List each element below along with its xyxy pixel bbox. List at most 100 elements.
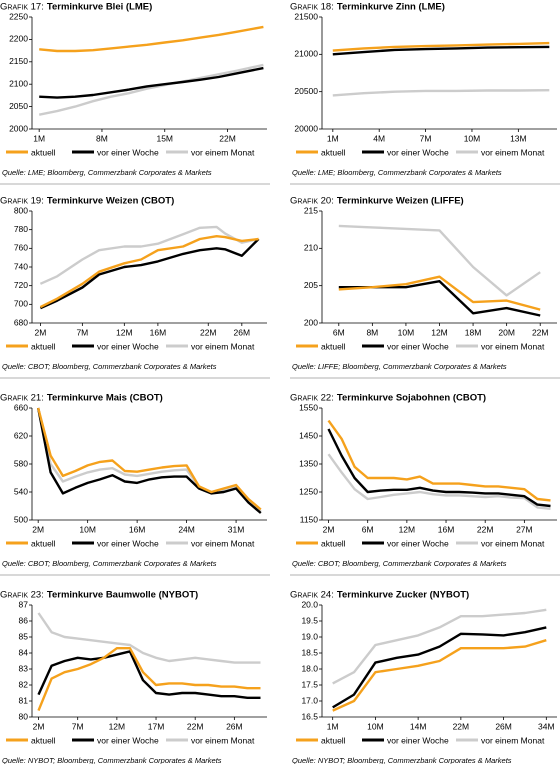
legend-label: vor einem Monat [481, 341, 545, 351]
x-tick-label: 16M [129, 524, 146, 534]
series-line [332, 639, 547, 712]
y-tick-label: 2100 [9, 78, 28, 88]
y-tick-label: 720 [14, 280, 28, 290]
chart-label: Grafik 24: [290, 590, 334, 601]
x-tick-label: 26M [226, 721, 243, 731]
chart-panel: Grafik 18: Terminkurve Zinn (LME) 1M 4M 7M 10… [290, 2, 560, 185]
x-tick-label: 12M [116, 327, 133, 337]
x-tick-label: 6M [362, 524, 374, 534]
y-tick-label: 84 [19, 647, 29, 657]
chart-title: Terminkurve Weizen (CBOT) [47, 196, 174, 207]
x-tick-label: 26M [495, 721, 512, 731]
y-tick-label: 210 [304, 243, 318, 253]
chart-label: Grafik 22: [290, 393, 334, 404]
x-tick-label: 2M [34, 327, 46, 337]
series-line [327, 453, 551, 510]
series-line [39, 66, 264, 99]
y-tick-label: 86 [19, 615, 29, 625]
y-tick-label: 18.0 [301, 663, 318, 673]
x-tick-label: 16M [438, 524, 455, 534]
y-tick-label: 540 [14, 486, 28, 496]
y-tick-label: 800 [14, 205, 28, 215]
chart-panel: Grafik 17: Terminkurve Blei (LME) 1M 8M 15M 2… [0, 2, 270, 185]
series-line [332, 608, 547, 685]
y-tick-label: 2250 [9, 11, 28, 21]
x-tick-label: 12M [109, 721, 126, 731]
legend-label: vor einem Monat [481, 147, 545, 157]
y-tick-label: 21000 [294, 49, 318, 59]
x-tick-label: 12M [431, 327, 448, 337]
x-tick-label: 27M [516, 524, 533, 534]
legend-label: vor einem Monat [191, 147, 255, 157]
y-tick-label: 2000 [9, 123, 28, 133]
y-tick-label: 16.5 [301, 711, 318, 721]
legend-label: vor einem Monat [191, 538, 255, 548]
series-line [39, 225, 259, 285]
legend-label: vor einem Monat [191, 735, 255, 745]
x-tick-label: 7M [72, 721, 84, 731]
y-tick-label: 85 [19, 631, 29, 641]
y-tick-label: 760 [14, 243, 28, 253]
y-tick-label: 20000 [294, 123, 318, 133]
series-line [38, 63, 264, 116]
chart-title: Terminkurve Zucker (NYBOT) [337, 590, 469, 601]
chart-label: Grafik 19: [0, 196, 44, 207]
y-tick-label: 2050 [9, 101, 28, 111]
legend-label: vor einer Woche [97, 735, 159, 745]
chart-title: Terminkurve Sojabohnen (CBOT) [337, 393, 486, 404]
y-tick-label: 2150 [9, 56, 28, 66]
chart-label: Grafik 20: [290, 196, 334, 207]
y-tick-label: 20500 [294, 86, 318, 96]
x-tick-label: 31M [228, 524, 245, 534]
series-line [39, 25, 264, 53]
chart-panel: Grafik 19: Terminkurve Weizen (CBOT) 2M 7M 1… [0, 196, 270, 379]
legend-label: aktuell [321, 341, 346, 351]
x-tick-label: 18M [465, 327, 482, 337]
x-tick-label: 2M [32, 524, 44, 534]
x-tick-label: 8M [366, 327, 378, 337]
x-tick-label: 7M [76, 327, 88, 337]
series-line [332, 41, 550, 52]
y-tick-label: 21500 [294, 11, 318, 21]
x-tick-label: 2M [323, 524, 335, 534]
y-tick-label: 680 [14, 317, 28, 327]
legend-label: vor einem Monat [481, 538, 545, 548]
legend-label: aktuell [31, 147, 56, 157]
y-tick-label: 20.0 [301, 599, 318, 609]
chart-panel: Grafik 21: Terminkurve Mais (CBOT) 2M 10M 16… [0, 393, 270, 576]
x-tick-label: 8M [96, 133, 108, 143]
legend-label: vor einer Woche [97, 147, 159, 157]
x-tick-label: 15M [156, 133, 173, 143]
series-line [332, 45, 550, 56]
y-tick-label: 1150 [300, 514, 319, 524]
legend-label: vor einer Woche [97, 538, 159, 548]
chart-label: Grafik 21: [0, 393, 44, 404]
x-tick-label: 24M [178, 524, 195, 534]
y-tick-label: 660 [14, 402, 28, 412]
x-tick-label: 26M [234, 327, 251, 337]
series-line [332, 626, 547, 709]
y-tick-label: 620 [14, 430, 28, 440]
x-tick-label: 22M [477, 524, 494, 534]
chart-panel: Grafik 22: Terminkurve Sojabohnen (CBOT) 2… [290, 393, 560, 576]
x-tick-label: 13M [510, 133, 527, 143]
series-line [37, 647, 261, 712]
series-line [327, 428, 551, 508]
legend-label: vor einer Woche [387, 538, 449, 548]
x-tick-label: 17M [148, 721, 165, 731]
y-tick-label: 19.0 [301, 631, 318, 641]
y-tick-label: 83 [19, 663, 29, 673]
x-tick-label: 12M [399, 524, 416, 534]
y-tick-label: 740 [14, 261, 28, 271]
chart-title: Terminkurve Blei (LME) [47, 2, 152, 13]
chart-label: Grafik 17: [0, 2, 44, 13]
x-tick-label: 20M [498, 327, 515, 337]
x-tick-label: 10M [367, 721, 384, 731]
chart-source: Quelle: CBOT; Bloomberg, Commerzbank Cor… [292, 559, 507, 568]
series-line [39, 238, 260, 310]
y-tick-label: 18.5 [301, 647, 318, 657]
y-tick-label: 19.5 [301, 615, 318, 625]
x-tick-label: 22M [219, 133, 236, 143]
y-tick-label: 780 [14, 224, 28, 234]
